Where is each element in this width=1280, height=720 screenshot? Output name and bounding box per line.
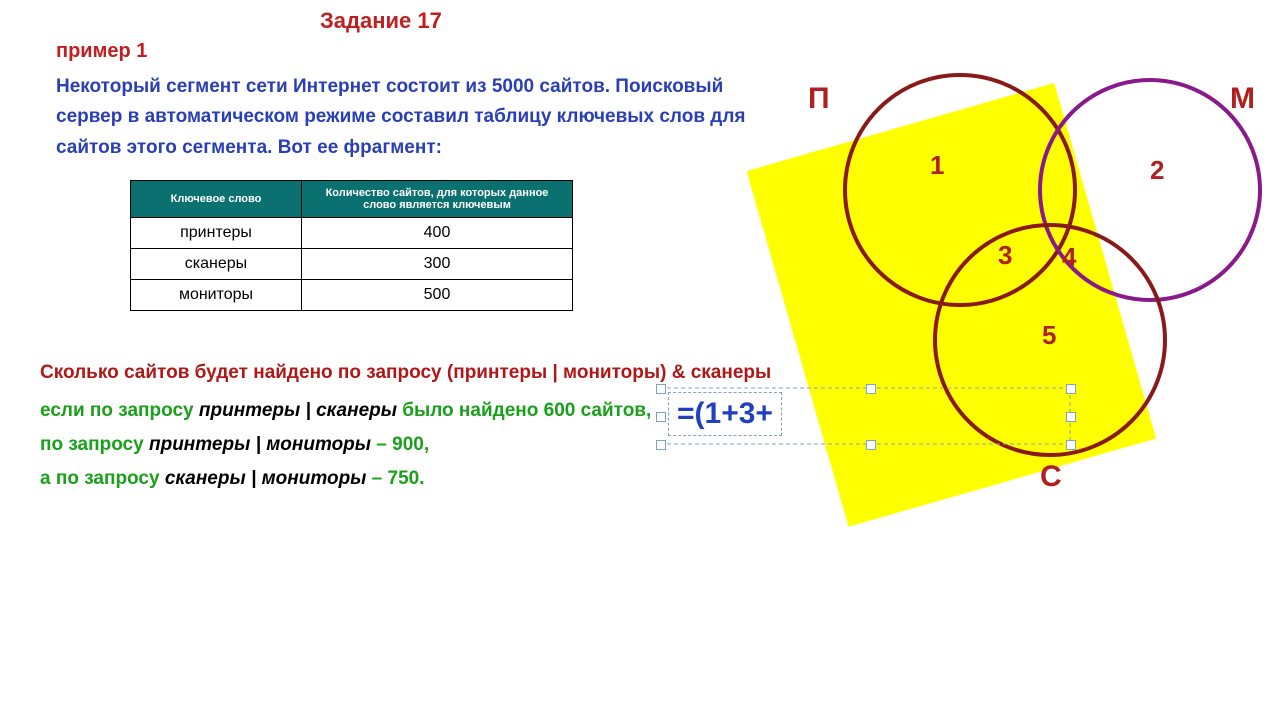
question-line-3: по запросу принтеры | мониторы – 900,: [40, 430, 429, 460]
venn-region-4: 4: [1062, 242, 1076, 273]
cell-keyword: сканеры: [131, 249, 302, 280]
selection-handle[interactable]: [1066, 412, 1076, 422]
venn-region-5: 5: [1042, 320, 1056, 351]
selection-handle[interactable]: [656, 412, 666, 422]
task-title: Задание 17: [320, 8, 442, 34]
selection-handle[interactable]: [1066, 384, 1076, 394]
cell-keyword: принтеры: [131, 218, 302, 249]
question-line-2: если по запросу принтеры | сканеры было …: [40, 396, 651, 426]
keywords-table: Ключевое слово Количество сайтов, для ко…: [130, 180, 573, 311]
question-line-4: а по запросу сканеры | мониторы – 750.: [40, 464, 425, 494]
cell-count: 400: [302, 218, 573, 249]
venn-region-1: 1: [930, 150, 944, 181]
example-label: пример 1: [56, 40, 147, 63]
table-header-count: Количество сайтов, для которых данное сл…: [302, 181, 573, 218]
selection-handle[interactable]: [1066, 440, 1076, 450]
selection-handle[interactable]: [656, 440, 666, 450]
venn-region-3: 3: [998, 240, 1012, 271]
equation-box[interactable]: =(1+3+: [668, 392, 782, 436]
venn-label-s: С: [1040, 460, 1062, 494]
cell-keyword: мониторы: [131, 280, 302, 311]
venn-label-p: П: [808, 82, 830, 116]
venn-region-2: 2: [1150, 155, 1164, 186]
table-row: сканеры 300: [131, 249, 573, 280]
selection-handle[interactable]: [866, 440, 876, 450]
table-row: мониторы 500: [131, 280, 573, 311]
table-row: принтеры 400: [131, 218, 573, 249]
cell-count: 500: [302, 280, 573, 311]
venn-label-m: М: [1230, 82, 1255, 116]
table-header-keyword: Ключевое слово: [131, 181, 302, 218]
cell-count: 300: [302, 249, 573, 280]
selection-handle[interactable]: [866, 384, 876, 394]
selection-handle[interactable]: [656, 384, 666, 394]
problem-text: Некоторый сегмент сети Интернет состоит …: [56, 72, 776, 163]
